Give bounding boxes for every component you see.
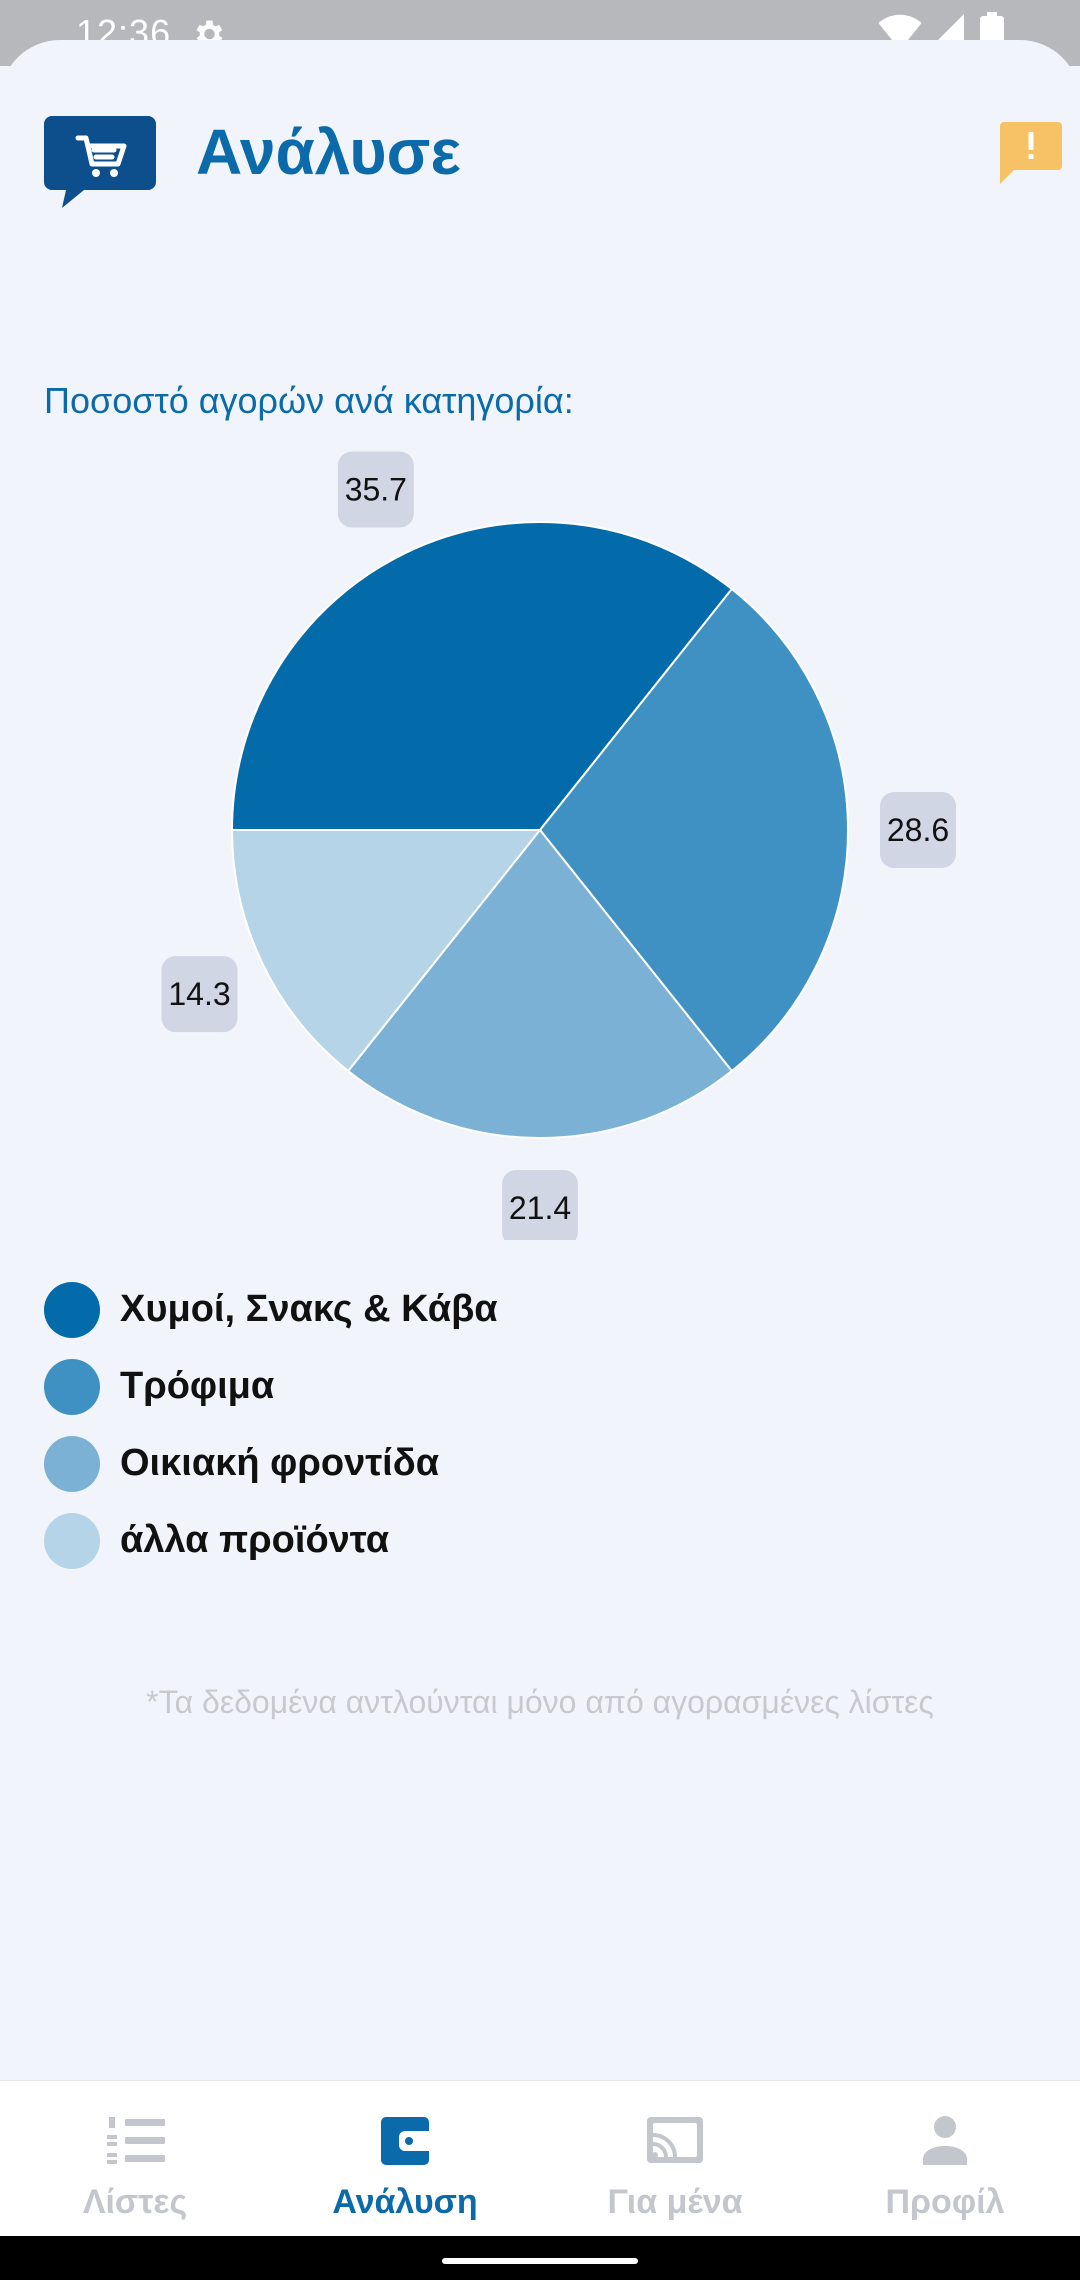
pie-slice bbox=[230, 521, 734, 831]
wallet-icon bbox=[381, 2117, 429, 2165]
legend-label: Οικιακή φροντίδα bbox=[120, 1442, 440, 1484]
pie-label-text: 14.3 bbox=[168, 976, 230, 1012]
pie-slice bbox=[346, 828, 734, 1139]
list-numbered-icon bbox=[107, 2117, 165, 2164]
pie-slice bbox=[538, 587, 849, 1073]
pie-label-text: 21.4 bbox=[509, 1190, 571, 1226]
pie-data-label: 14.3 bbox=[161, 956, 238, 1033]
nav-tab-for-me[interactable]: Για μένα bbox=[540, 2081, 810, 2237]
screen-top-curve bbox=[0, 40, 1080, 100]
app-logo-cart-icon bbox=[44, 116, 156, 208]
pie-label-bg bbox=[337, 451, 414, 528]
legend-label: άλλα προϊόντα bbox=[120, 1519, 390, 1561]
nav-tab-lists[interactable]: Λίστες bbox=[0, 2081, 270, 2237]
pie-label-bg bbox=[880, 792, 956, 868]
legend-label: Χυμοί, Σνακς & Κάβα bbox=[120, 1288, 498, 1330]
nav-tab-analysis[interactable]: Ανάλυση bbox=[270, 2081, 540, 2237]
data-footnote: *Τα δεδομένα αντλούνται μόνο από αγορασμ… bbox=[146, 1684, 934, 1720]
page-title: Ανάλυσε bbox=[196, 116, 461, 188]
person-icon bbox=[923, 2116, 967, 2165]
pie-label-bg bbox=[502, 1170, 578, 1240]
legend-color-dot bbox=[44, 1436, 100, 1492]
cast-icon bbox=[647, 2117, 703, 2163]
nav-tab-profile[interactable]: Προφίλ bbox=[810, 2081, 1080, 2237]
nav-tab-analysis-label: Ανάλυση bbox=[332, 2183, 478, 2221]
nav-tab-lists-label: Λίστες bbox=[82, 2183, 188, 2221]
pie-label-text: 35.7 bbox=[345, 472, 407, 508]
pie-label-text: 28.6 bbox=[887, 812, 949, 848]
pie-data-label: 35.7 bbox=[337, 451, 414, 528]
nav-tab-profile-label: Προφίλ bbox=[885, 2183, 1005, 2221]
legend-color-dot bbox=[44, 1282, 100, 1338]
pie-data-label: 28.6 bbox=[880, 792, 956, 868]
nav-tab-for-me-label: Για μένα bbox=[607, 2183, 743, 2221]
legend-color-dot bbox=[44, 1359, 100, 1415]
home-gesture-handle[interactable] bbox=[442, 2258, 638, 2264]
legend-label: Τρόφιμα bbox=[120, 1365, 275, 1407]
category-pie-chart: 35.7 28.6 21.4 14.3 bbox=[161, 451, 956, 1240]
chart-section-label: Ποσοστό αγορών ανά κατηγορία: bbox=[44, 380, 574, 421]
pie-slice bbox=[230, 829, 543, 1073]
wifi-icon bbox=[878, 14, 922, 50]
pie-label-bg bbox=[161, 956, 238, 1033]
legend-color-dot bbox=[44, 1513, 100, 1569]
system-gesture-bar bbox=[0, 2236, 1080, 2280]
bottom-navigation: Λίστες Ανάλυση Για μένα Προφίλ bbox=[0, 2080, 1080, 2237]
pie-data-label: 21.4 bbox=[502, 1170, 578, 1240]
feedback-alert-icon[interactable] bbox=[1000, 122, 1062, 184]
